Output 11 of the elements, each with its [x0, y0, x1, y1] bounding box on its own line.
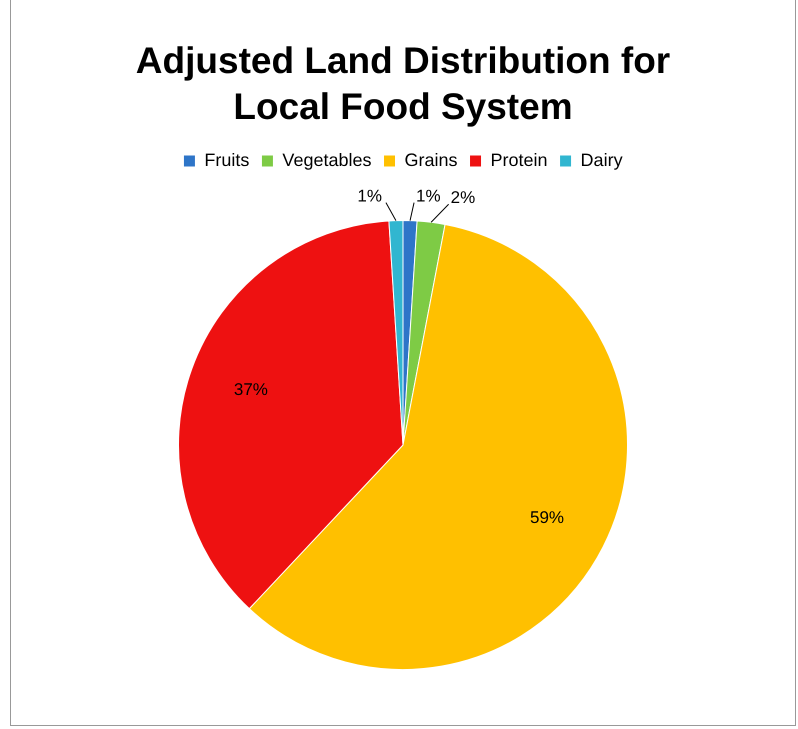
data-label: 59% [530, 508, 564, 528]
legend-label: Protein [490, 150, 548, 170]
data-label: 1% [416, 186, 441, 206]
legend-label: Grains [404, 150, 458, 170]
legend-label: Dairy [580, 150, 623, 170]
chart-title: Adjusted Land Distribution for Local Food System [134, 39, 672, 129]
data-label: 1% [357, 186, 382, 206]
data-label: 37% [234, 380, 268, 399]
legend-label: Vegetables [282, 150, 372, 170]
legend-label: Fruits [204, 150, 250, 170]
data-label: 2% [450, 188, 476, 207]
